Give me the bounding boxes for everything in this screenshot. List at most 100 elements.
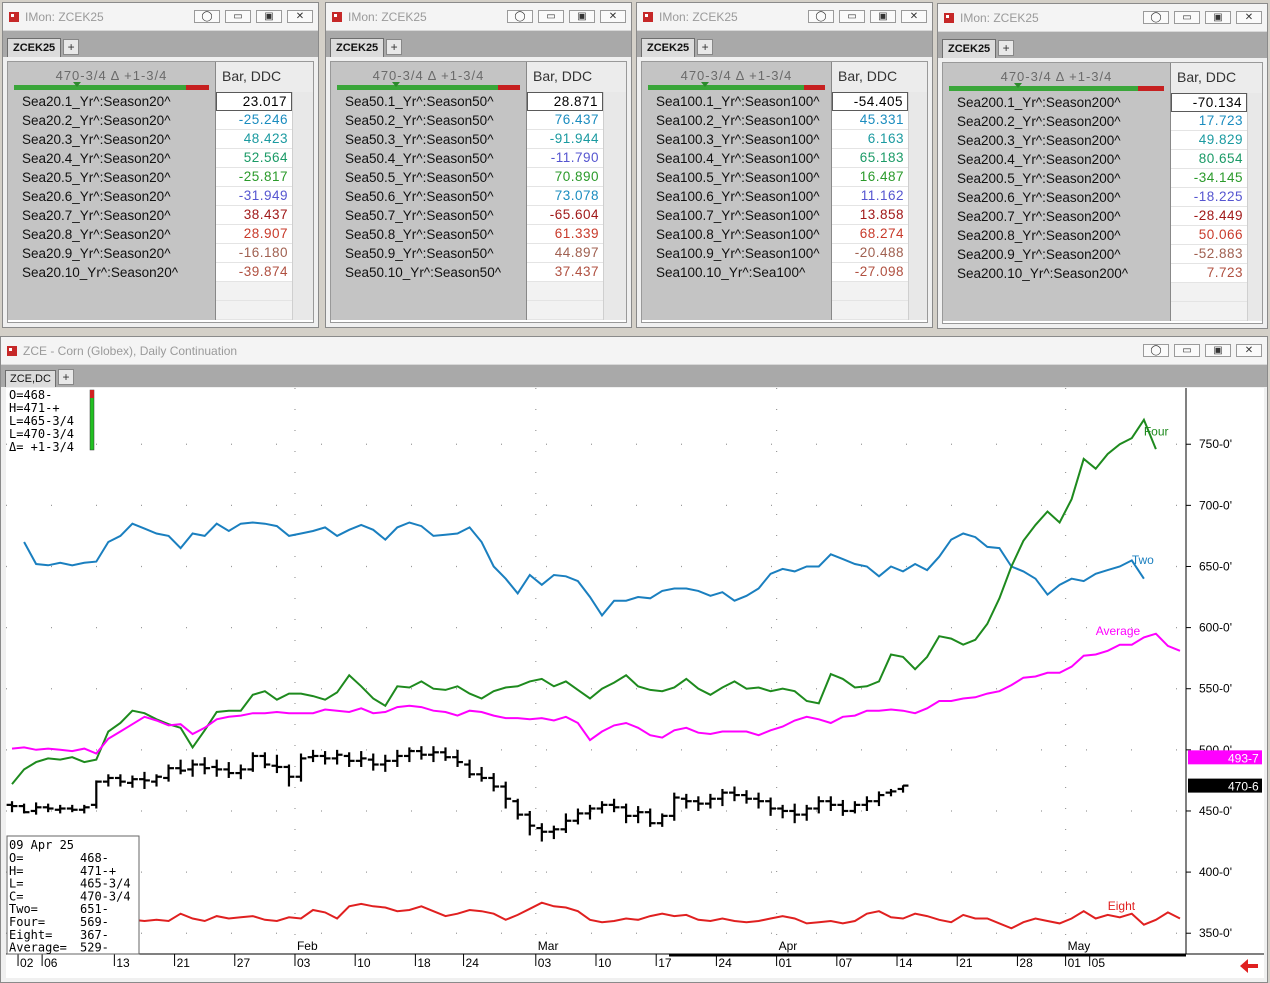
row-value[interactable] [1171, 302, 1247, 321]
spare-cell[interactable] [292, 168, 313, 187]
price-axis-area[interactable] [1186, 388, 1264, 978]
add-tab-icon[interactable]: + [386, 39, 403, 55]
spare-cell[interactable] [292, 263, 313, 282]
imon-row[interactable]: Sea20.10_Yr^:Season20^ -39.874 [8, 263, 313, 282]
row-value[interactable]: 61.339 [527, 225, 603, 244]
row-symbol[interactable]: Sea200.3_Yr^:Season200^ [943, 131, 1171, 150]
imon-row[interactable]: Sea100.9_Yr^:Season100^ -20.488 [642, 244, 927, 263]
row-symbol[interactable]: Sea100.9_Yr^:Season100^ [642, 244, 832, 263]
row-value[interactable]: 17.723 [1171, 112, 1247, 131]
spare-cell[interactable] [1247, 112, 1262, 131]
imon-row[interactable]: Sea200.6_Yr^:Season200^ -18.225 [943, 188, 1262, 207]
minimize-icon[interactable]: ▭ [538, 10, 564, 23]
imon-row[interactable]: Sea50.8_Yr^:Season50^ 61.339 [331, 225, 626, 244]
spare-cell[interactable] [908, 206, 927, 225]
spare-cell[interactable] [292, 111, 313, 130]
imon-empty-row[interactable] [943, 302, 1262, 321]
row-symbol[interactable]: Sea100.10_Yr^:Sea100^ [642, 263, 832, 282]
spare-cell[interactable] [908, 282, 927, 301]
spare-cell[interactable] [603, 149, 626, 168]
spare-cell[interactable] [603, 92, 626, 111]
row-value[interactable]: 13.858 [832, 206, 908, 225]
row-symbol[interactable] [642, 301, 832, 320]
row-symbol[interactable] [8, 301, 216, 320]
imon-row[interactable]: Sea200.3_Yr^:Season200^ 49.829 [943, 131, 1262, 150]
row-symbol[interactable]: Sea20.2_Yr^:Season20^ [8, 111, 216, 130]
spare-cell[interactable] [603, 130, 626, 149]
row-symbol[interactable]: Sea200.2_Yr^:Season200^ [943, 112, 1171, 131]
imon-row[interactable]: Sea20.7_Yr^:Season20^ 38.437 [8, 206, 313, 225]
row-symbol[interactable]: Sea200.5_Yr^:Season200^ [943, 169, 1171, 188]
row-value[interactable]: -54.405 [832, 92, 908, 111]
row-symbol[interactable]: Sea200.8_Yr^:Season200^ [943, 226, 1171, 245]
row-value[interactable]: 76.437 [527, 111, 603, 130]
spare-cell[interactable] [908, 111, 927, 130]
link-icon[interactable]: ◯ [808, 10, 834, 23]
imon-empty-row[interactable] [642, 282, 927, 301]
spare-cell[interactable] [292, 149, 313, 168]
row-symbol[interactable]: Sea200.10_Yr^:Season200^ [943, 264, 1171, 283]
row-symbol[interactable] [331, 301, 527, 320]
row-value[interactable]: -65.604 [527, 206, 603, 225]
link-icon[interactable]: ◯ [1143, 11, 1169, 24]
row-symbol[interactable]: Sea200.4_Yr^:Season200^ [943, 150, 1171, 169]
row-value[interactable]: -34.145 [1171, 169, 1247, 188]
imon-row[interactable]: Sea20.3_Yr^:Season20^ 48.423 [8, 130, 313, 149]
imon-titlebar[interactable]: IMon: ZCEK25 ◯ ▭ ▣ ✕ [3, 3, 318, 31]
row-symbol[interactable]: Sea100.1_Yr^:Season100^ [642, 92, 832, 111]
spare-cell[interactable] [1247, 245, 1262, 264]
row-symbol[interactable]: Sea100.5_Yr^:Season100^ [642, 168, 832, 187]
spare-cell[interactable] [603, 206, 626, 225]
link-icon[interactable]: ◯ [194, 10, 220, 23]
row-symbol[interactable]: Sea100.3_Yr^:Season100^ [642, 130, 832, 149]
row-value[interactable]: -31.949 [216, 187, 292, 206]
row-symbol[interactable]: Sea50.7_Yr^:Season50^ [331, 206, 527, 225]
row-value[interactable] [216, 282, 292, 301]
row-symbol[interactable]: Sea50.1_Yr^:Season50^ [331, 92, 527, 111]
spare-cell[interactable] [908, 301, 927, 320]
row-value[interactable] [527, 282, 603, 301]
spare-cell[interactable] [603, 282, 626, 301]
row-value[interactable]: -11.790 [527, 149, 603, 168]
imon-row[interactable]: Sea50.5_Yr^:Season50^ 70.890 [331, 168, 626, 187]
row-value[interactable]: 49.829 [1171, 131, 1247, 150]
row-value[interactable]: -39.874 [216, 263, 292, 282]
row-value[interactable]: 52.564 [216, 149, 292, 168]
spare-cell[interactable] [908, 187, 927, 206]
spare-cell[interactable] [292, 301, 313, 320]
spare-cell[interactable] [1247, 188, 1262, 207]
imon-empty-row[interactable] [331, 301, 626, 320]
row-value[interactable]: 50.066 [1171, 226, 1247, 245]
row-value[interactable] [216, 301, 292, 320]
minimize-icon[interactable]: ▭ [1174, 11, 1200, 24]
imon-row[interactable]: Sea100.2_Yr^:Season100^ 45.331 [642, 111, 927, 130]
header-symbol-cell[interactable]: 470-3/4 Δ +1-3/4 [943, 63, 1171, 93]
imon-row[interactable]: Sea20.5_Yr^:Season20^ -25.817 [8, 168, 313, 187]
row-symbol[interactable]: Sea100.6_Yr^:Season100^ [642, 187, 832, 206]
row-symbol[interactable]: Sea20.7_Yr^:Season20^ [8, 206, 216, 225]
imon-row[interactable]: Sea100.10_Yr^:Sea100^ -27.098 [642, 263, 927, 282]
imon-empty-row[interactable] [943, 283, 1262, 302]
imon-row[interactable]: Sea100.7_Yr^:Season100^ 13.858 [642, 206, 927, 225]
row-value[interactable]: 80.654 [1171, 150, 1247, 169]
row-value[interactable]: -20.488 [832, 244, 908, 263]
chart-titlebar[interactable]: ZCE - Corn (Globex), Daily Continuation … [1, 337, 1267, 365]
spare-cell[interactable] [1247, 207, 1262, 226]
maximize-icon[interactable]: ▣ [569, 10, 595, 23]
spare-cell[interactable] [908, 130, 927, 149]
row-symbol[interactable]: Sea200.1_Yr^:Season200^ [943, 93, 1171, 112]
minimize-icon[interactable]: ▭ [1174, 344, 1200, 357]
add-tab-icon[interactable]: + [697, 39, 714, 55]
row-value[interactable]: 7.723 [1171, 264, 1247, 283]
row-symbol[interactable]: Sea20.8_Yr^:Season20^ [8, 225, 216, 244]
row-symbol[interactable] [642, 282, 832, 301]
imon-titlebar[interactable]: IMon: ZCEK25 ◯ ▭ ▣ ✕ [326, 3, 631, 31]
row-value[interactable]: -18.225 [1171, 188, 1247, 207]
row-value[interactable]: -28.449 [1171, 207, 1247, 226]
maximize-icon[interactable]: ▣ [1205, 11, 1231, 24]
imon-tab[interactable]: ZCEK25 [942, 39, 997, 58]
spare-cell[interactable] [603, 225, 626, 244]
header-value[interactable]: Bar, DDC [832, 62, 927, 92]
minimize-icon[interactable]: ▭ [225, 10, 251, 23]
row-value[interactable]: 73.078 [527, 187, 603, 206]
